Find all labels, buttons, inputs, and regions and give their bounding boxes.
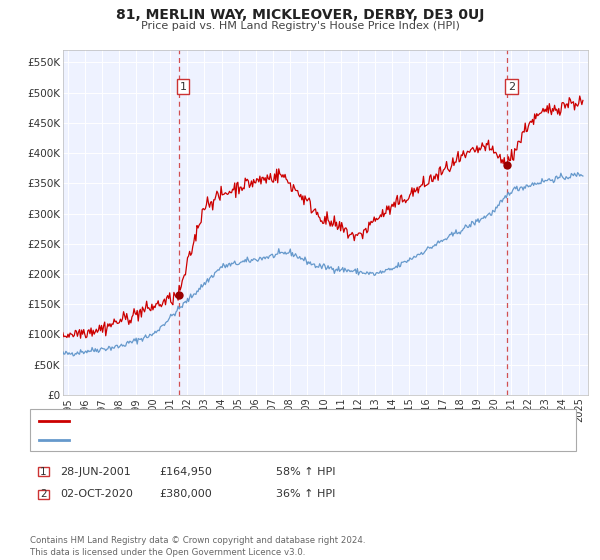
Text: Contains HM Land Registry data © Crown copyright and database right 2024.
This d: Contains HM Land Registry data © Crown c… — [30, 536, 365, 557]
Text: 02-OCT-2020: 02-OCT-2020 — [60, 489, 133, 500]
Text: 28-JUN-2001: 28-JUN-2001 — [60, 466, 131, 477]
Text: 36% ↑ HPI: 36% ↑ HPI — [276, 489, 335, 500]
Text: 1: 1 — [179, 82, 187, 92]
Text: 2: 2 — [508, 82, 515, 92]
Text: £380,000: £380,000 — [159, 489, 212, 500]
Text: Price paid vs. HM Land Registry's House Price Index (HPI): Price paid vs. HM Land Registry's House … — [140, 21, 460, 31]
Text: 1: 1 — [40, 466, 47, 477]
Text: 2: 2 — [40, 489, 47, 500]
Text: HPI: Average price, detached house, South Derbyshire: HPI: Average price, detached house, Sout… — [75, 435, 346, 445]
Text: £164,950: £164,950 — [159, 466, 212, 477]
Text: 58% ↑ HPI: 58% ↑ HPI — [276, 466, 335, 477]
Text: 81, MERLIN WAY, MICKLEOVER, DERBY, DE3 0UJ: 81, MERLIN WAY, MICKLEOVER, DERBY, DE3 0… — [116, 8, 484, 22]
Text: 81, MERLIN WAY, MICKLEOVER, DERBY, DE3 0UJ (detached house): 81, MERLIN WAY, MICKLEOVER, DERBY, DE3 0… — [75, 416, 403, 426]
